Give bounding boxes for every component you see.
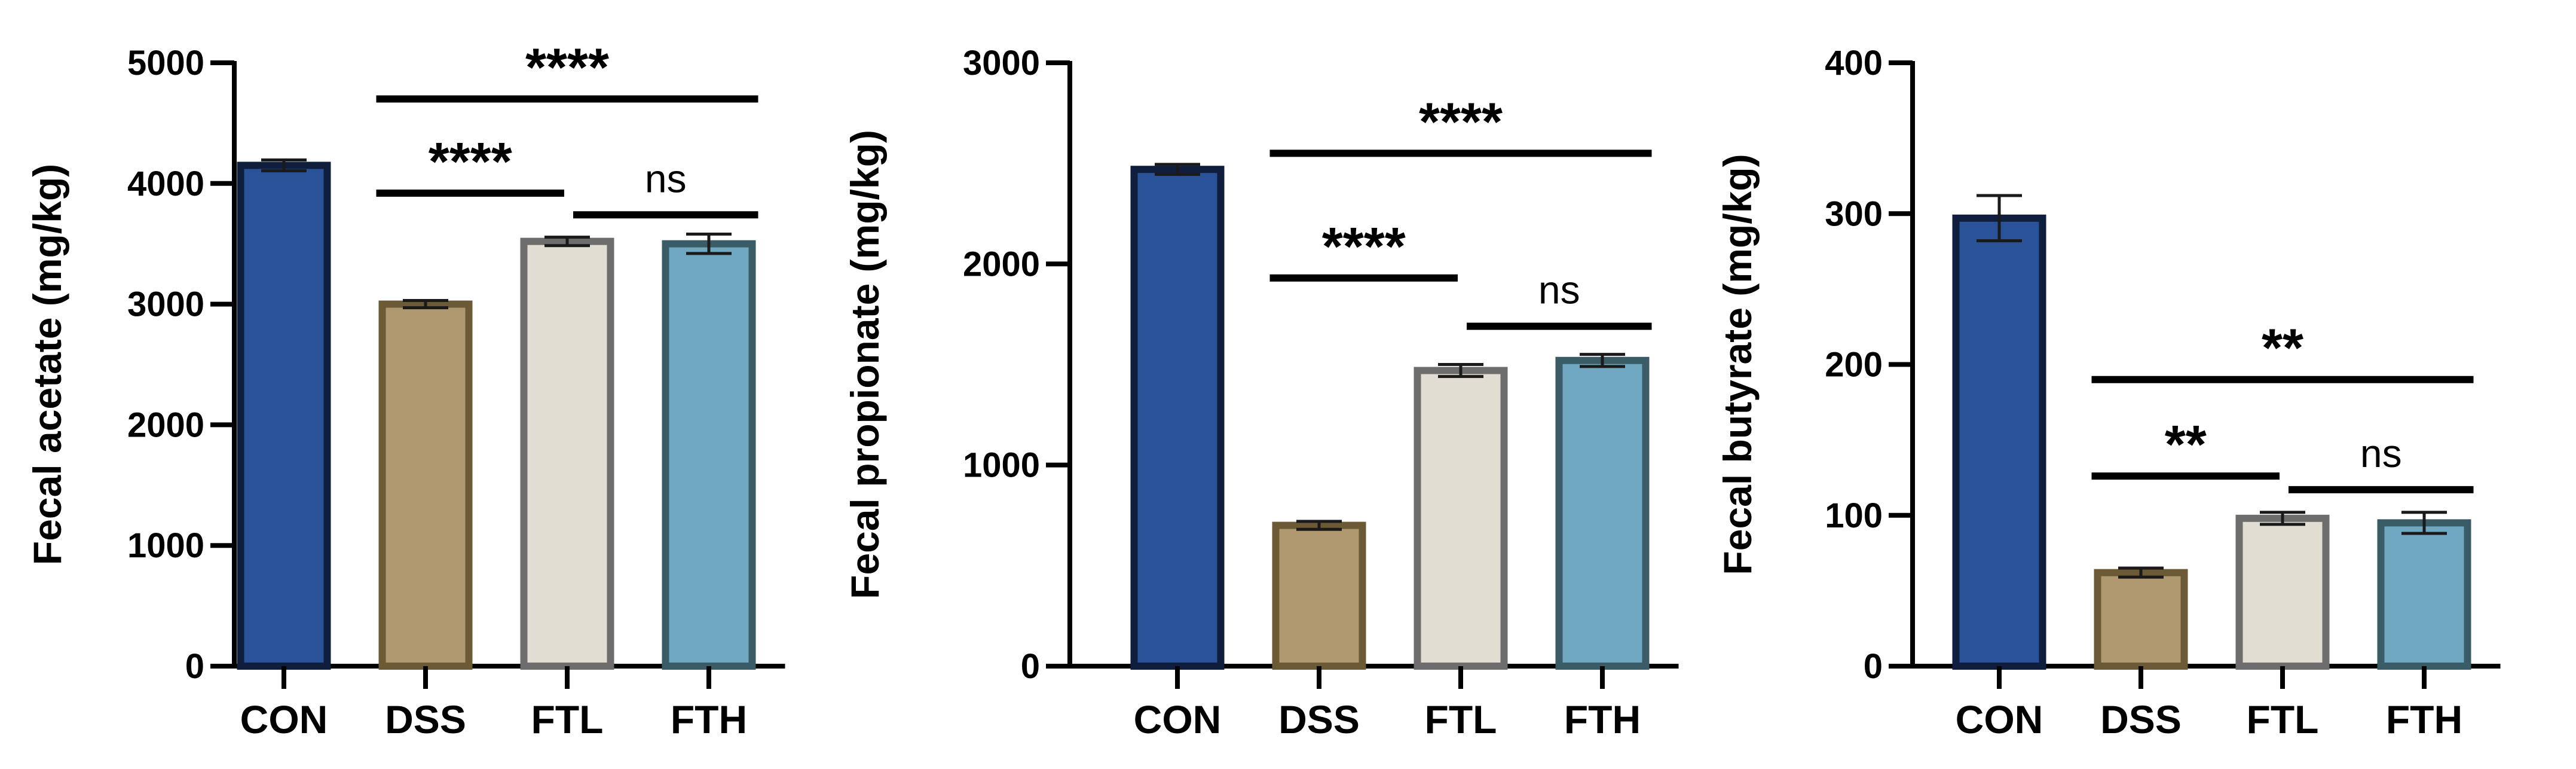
y-tick-label-acetate: 2000: [127, 405, 204, 444]
significance-label-propionate: ****: [1322, 217, 1406, 277]
x-tick-label-ftl-propionate: FTL: [1425, 697, 1497, 741]
x-tick-label-dss-butyrate: DSS: [2100, 697, 2182, 741]
y-axis-title-acetate: Fecal acetate (mg/kg): [25, 164, 69, 565]
bar-dss-butyrate: [2094, 569, 2188, 670]
x-tick-label-con-acetate: CON: [240, 697, 328, 741]
significance-label-acetate: ****: [429, 132, 512, 192]
significance-label-butyrate: **: [2262, 319, 2303, 379]
significance-label-butyrate: ns: [2360, 431, 2402, 475]
bar-dss-acetate: [378, 300, 473, 670]
bar-con-acetate: [237, 161, 331, 670]
bar-con-propionate: [1130, 166, 1225, 670]
bar-ftl-propionate: [1414, 367, 1508, 670]
x-tick-label-fth-acetate: FTH: [671, 697, 747, 741]
significance-label-acetate: ns: [645, 156, 687, 200]
significance-label-acetate: ****: [525, 38, 609, 98]
y-tick-label-propionate: 2000: [963, 245, 1040, 283]
y-tick-label-butyrate: 100: [1825, 496, 1883, 535]
y-tick-label-acetate: 1000: [127, 526, 204, 565]
y-axis-title-propionate: Fecal propionate (mg/kg): [843, 130, 887, 599]
y-tick-label-butyrate: 200: [1825, 346, 1883, 384]
bar-ftl-acetate: [520, 237, 614, 670]
y-tick-label-acetate: 0: [185, 647, 204, 686]
bar-fth-butyrate: [2377, 519, 2471, 670]
y-tick-label-propionate: 0: [1021, 647, 1040, 686]
significance-label-butyrate: **: [2165, 415, 2207, 475]
bar-con-butyrate: [1952, 214, 2046, 670]
bar-fth-propionate: [1555, 356, 1650, 670]
x-tick-label-dss-propionate: DSS: [1278, 697, 1360, 741]
y-tick-label-propionate: 1000: [963, 446, 1040, 485]
y-tick-label-propionate: 3000: [963, 44, 1040, 83]
significance-label-propionate: ****: [1419, 92, 1503, 152]
x-tick-label-con-propionate: CON: [1134, 697, 1222, 741]
x-tick-label-con-butyrate: CON: [1956, 697, 2043, 741]
y-tick-label-butyrate: 0: [1864, 647, 1883, 686]
y-axis-title-butyrate: Fecal butyrate (mg/kg): [1715, 154, 1760, 575]
y-tick-label-acetate: 4000: [127, 164, 204, 203]
x-tick-label-ftl-butyrate: FTL: [2247, 697, 2319, 741]
x-tick-label-fth-propionate: FTH: [1564, 697, 1641, 741]
bar-ftl-butyrate: [2235, 514, 2330, 670]
y-tick-label-butyrate: 300: [1825, 194, 1883, 233]
y-tick-label-acetate: 3000: [127, 285, 204, 324]
bar-dss-propionate: [1272, 521, 1366, 670]
x-tick-label-fth-butyrate: FTH: [2386, 697, 2462, 741]
y-tick-label-acetate: 5000: [127, 44, 204, 83]
bar-fth-acetate: [662, 240, 756, 670]
x-tick-label-ftl-acetate: FTL: [531, 697, 604, 741]
y-tick-label-butyrate: 400: [1825, 44, 1883, 83]
significance-label-propionate: ns: [1538, 268, 1580, 312]
x-tick-label-dss-acetate: DSS: [385, 697, 466, 741]
